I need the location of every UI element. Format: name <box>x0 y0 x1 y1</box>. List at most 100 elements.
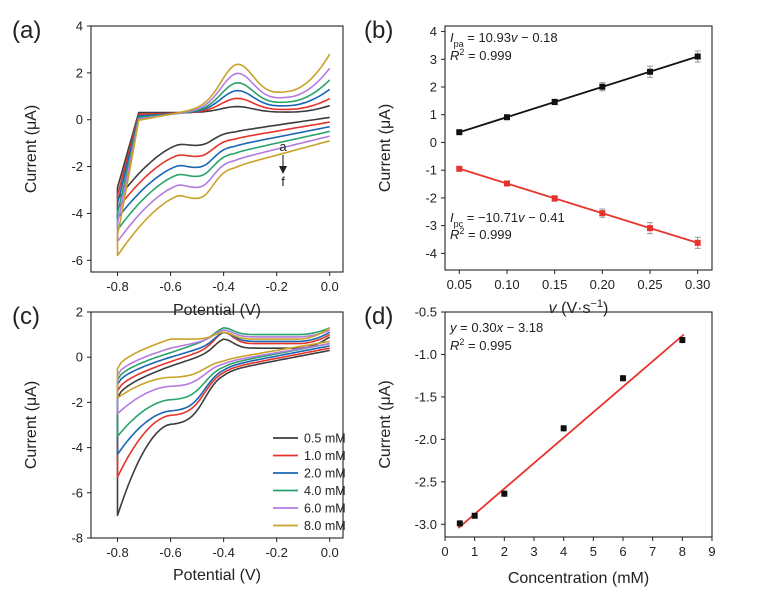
panel-c-label: (c) <box>12 303 40 330</box>
panel-a-ytick-label: -4 <box>71 206 83 221</box>
panel-d-equation: y = 0.30x − 3.18 <box>449 320 543 335</box>
panel-d-label: (d) <box>364 303 393 330</box>
panel-a-ytick-label: 0 <box>76 112 83 127</box>
panel-c-frame <box>90 311 344 539</box>
panel-a: -0.8 -0.6 -0.4 -0.2 0.0 -6 -4 -2 0 2 4 (a) Current (… <box>12 17 344 319</box>
panel-a-cv-curve <box>116 104 330 201</box>
panel-d-xlabel: Concentration (mM) <box>508 570 649 587</box>
panel-d-xtick-label: 4 <box>560 544 567 559</box>
panel-c-legend-label: 6.0 mM <box>304 502 346 516</box>
panel-b-ytick-label: 4 <box>430 24 437 39</box>
panel-b-ytick-label: -2 <box>425 190 437 205</box>
panel-d-point <box>471 512 478 519</box>
panel-a-ytick-label: 4 <box>76 19 83 34</box>
panel-b-ytick-label: -4 <box>425 246 437 261</box>
panel-c-ytick-label: -4 <box>71 440 83 455</box>
panel-b-r2: R2 = 0.999 <box>450 226 512 242</box>
panel-c-cv-curve <box>116 327 331 399</box>
panel-b-point <box>456 165 463 172</box>
panel-d-xtick-label: 8 <box>679 544 686 559</box>
panel-b-point <box>599 83 606 90</box>
panel-b-point <box>647 225 654 232</box>
panel-b-xtick-label: 0.10 <box>494 277 519 292</box>
panel-c-xtick-label: -0.8 <box>106 545 128 560</box>
panel-b-point <box>551 195 558 202</box>
panel-b-r2: R2 = 0.999 <box>450 47 512 63</box>
panel-b-ytick-label: -3 <box>425 218 437 233</box>
panel-b-frame <box>444 25 713 271</box>
panel-d-point <box>501 490 508 497</box>
panel-b-ytick-label: 0 <box>430 135 437 150</box>
panel-b-point <box>456 129 463 136</box>
panel-d-ylabel: Current (μA) <box>377 380 394 468</box>
panel-c-ytick-label: 0 <box>76 350 83 365</box>
panel-c-xtick-label: -0.6 <box>159 545 181 560</box>
panel-a-frame <box>90 25 344 273</box>
panel-c-legend-label: 8.0 mM <box>304 519 346 533</box>
panel-b-xtick-label: 0.20 <box>590 277 615 292</box>
panel-a-ytick-label: -2 <box>71 159 83 174</box>
panel-b-ytick-label: -1 <box>425 163 437 178</box>
panel-c-ylabel: Current (μA) <box>23 381 40 469</box>
panel-d-point <box>620 375 626 382</box>
panel-a-annot-a: a <box>279 139 287 154</box>
panel-d-fit-line <box>457 333 685 529</box>
panel-d-xtick-label: 9 <box>708 544 715 559</box>
panel-d-point <box>560 425 567 432</box>
panel-b-point <box>599 210 606 217</box>
panel-c-ytick-label: 2 <box>76 305 83 320</box>
panel-c: -0.8 -0.6 -0.4 -0.2 0.0 -8 -6 -4 -2 0 2 (c) Current … <box>12 303 346 584</box>
panel-c-cv-curve <box>116 331 331 456</box>
panel-d-point <box>679 337 686 344</box>
panel-d-r2: R2 = 0.995 <box>450 337 512 353</box>
panel-b-point <box>503 114 510 121</box>
panel-c-legend-label: 2.0 mM <box>304 467 346 481</box>
panel-a-ylabel: Current (μA) <box>23 105 40 193</box>
panel-d-xtick-label: 1 <box>471 544 478 559</box>
panel-b-point <box>551 98 558 105</box>
panel-a-label: (a) <box>12 17 41 44</box>
panel-a-cv-curve <box>116 53 331 257</box>
panel-d-xtick-label: 6 <box>619 544 626 559</box>
panel-c-ytick-label: -2 <box>71 395 83 410</box>
panel-d-ytick-label: -3.0 <box>415 517 437 532</box>
panel-b-ytick-label: 3 <box>430 52 437 67</box>
panel-a-ytick-label: 2 <box>76 65 83 80</box>
panel-d-xtick-label: 3 <box>530 544 537 559</box>
panel-d-xtick-label: 5 <box>590 544 597 559</box>
panel-a-xtick-label: -0.8 <box>106 279 128 294</box>
panel-d-ytick-label: -2.0 <box>415 432 437 447</box>
panel-b-xtick-label: 0.15 <box>542 277 567 292</box>
panel-a-xtick-label: -0.2 <box>265 279 287 294</box>
panel-b-point <box>647 68 654 75</box>
panel-b-ytick-label: 2 <box>430 80 437 95</box>
panel-a-annot-f: f <box>281 174 285 189</box>
panel-c-xlabel: Potential (V) <box>173 567 261 584</box>
panel-c-xtick-label: 0.0 <box>321 545 339 560</box>
panel-d-ytick-label: -0.5 <box>415 305 437 320</box>
panel-d-xtick-label: 7 <box>649 544 656 559</box>
panel-c-xtick-label: -0.4 <box>212 545 234 560</box>
panel-d-ytick-label: -1.0 <box>415 347 437 362</box>
panel-b-equation: Ipa = 10.93v − 0.18 <box>450 30 558 49</box>
panel-a-xlabel: Potential (V) <box>173 302 261 319</box>
panel-c-legend-label: 4.0 mM <box>304 484 346 498</box>
panel-d-ytick-label: -2.5 <box>415 474 437 489</box>
panel-b-fit-line <box>459 167 698 244</box>
panel-d-point <box>456 520 463 527</box>
panel-b: 0.05 0.10 0.15 0.20 0.25 0.30 -4 -3 -2 -1 0 1 2 3 4 (b)… <box>364 17 713 317</box>
panel-b-point <box>694 239 701 246</box>
panel-b-xlabel: v (V·s−1) <box>549 298 609 317</box>
panel-b-ytick-label: 1 <box>430 107 437 122</box>
panel-b-ylabel: Current (μA) <box>377 104 394 192</box>
panel-d-xtick-label: 2 <box>501 544 508 559</box>
panel-b-xtick-label: 0.05 <box>447 277 472 292</box>
panel-a-ytick-label: -6 <box>71 253 83 268</box>
panel-c-legend-label: 1.0 mM <box>304 449 346 463</box>
panel-c-legend-label: 0.5 mM <box>304 432 346 446</box>
panel-d: 0 1 2 3 4 5 6 7 8 9 -3.0 -2.5 -2.0 -1.5 -1.0 -0.5 (d) Cur… <box>364 303 716 587</box>
panel-a-arrow-head <box>279 166 287 174</box>
panel-c-ytick-label: -8 <box>71 531 83 546</box>
panel-a-xtick-label: -0.4 <box>212 279 234 294</box>
